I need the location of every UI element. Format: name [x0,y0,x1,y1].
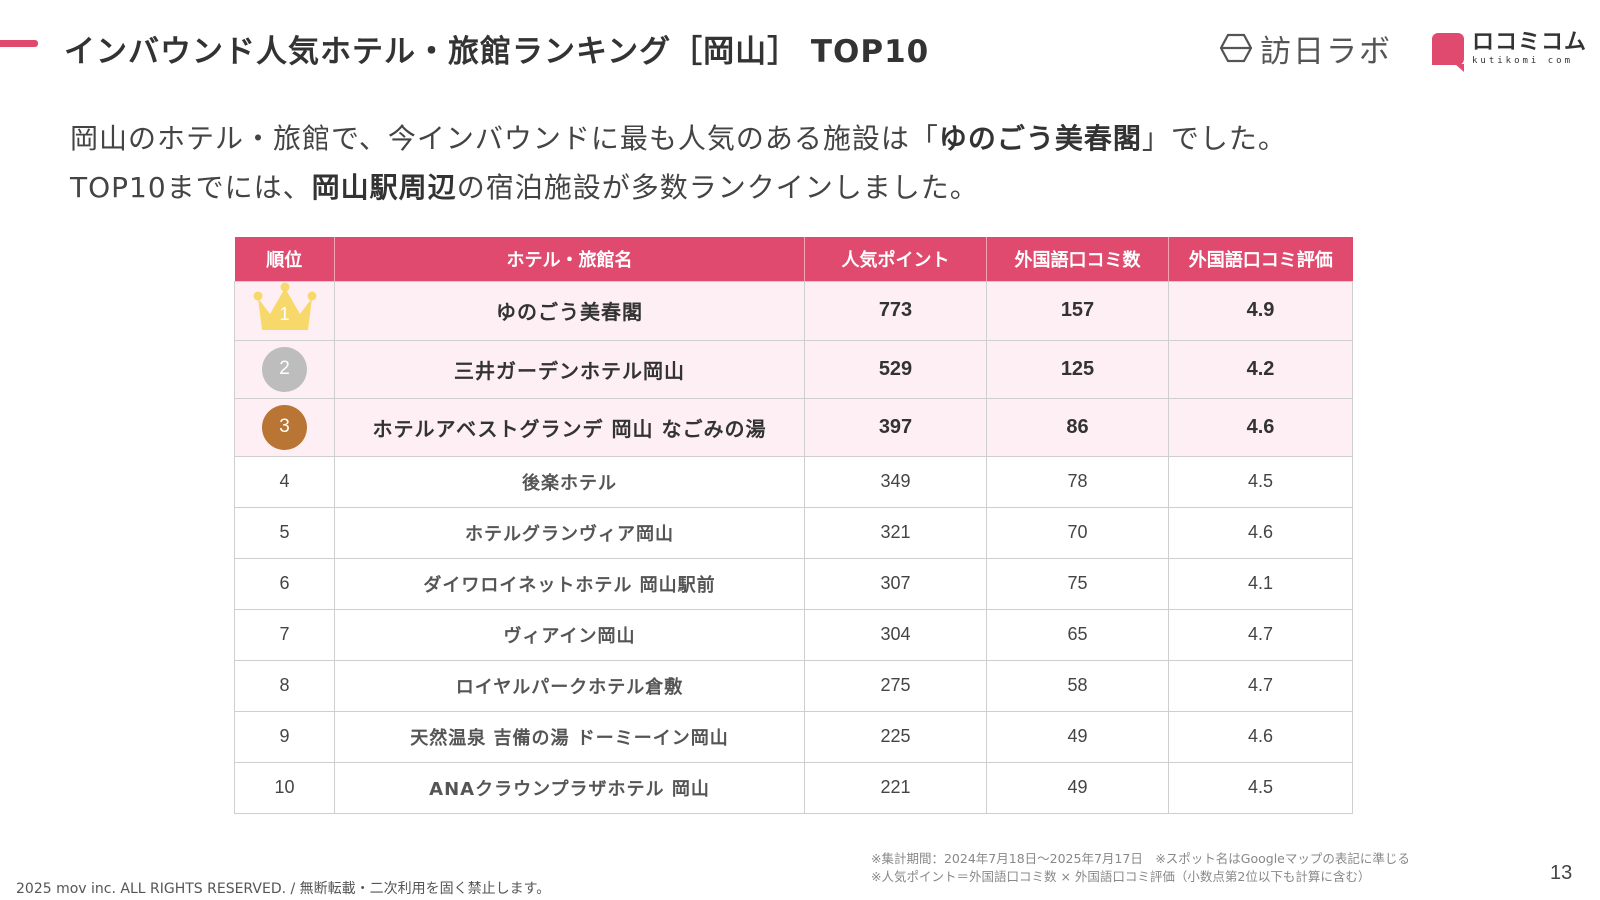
kutikomi-text: ロコミコム [1472,30,1588,55]
hexagon-icon [1220,33,1252,63]
header-review-rating: 外国語口コミ評価 [1168,237,1353,281]
table-row: 2 三井ガーデンホテル岡山 529 125 4.2 [234,339,1353,399]
table-row: 6 ダイワロイネットホテル 岡山駅前 307 75 4.1 [234,557,1353,610]
hotel-name: ANAクラウンプラザホテル 岡山 [334,761,805,814]
header-name: ホテル・旅館名 [334,237,805,281]
points-cell: 221 [804,761,987,814]
header-points: 人気ポイント [804,237,987,281]
copyright: 2025 mov inc. ALL RIGHTS RESERVED. / 無断転… [16,881,551,897]
rank-cell: 2 [234,339,335,399]
table-row: 9 天然温泉 吉備の湯 ドーミーイン岡山 225 49 4.6 [234,710,1353,763]
rank-cell: 9 [234,710,335,763]
points-cell: 307 [804,557,987,610]
rating-cell: 4.6 [1168,710,1353,763]
footnote-formula: ※人気ポイント＝外国語口コミ数 × 外国語口コミ評価（小数点第2位以下も計算に含… [871,869,1371,884]
hotel-name: ロイヤルパークホテル倉敷 [334,659,805,712]
table-header-row: 順位 ホテル・旅館名 人気ポイント 外国語口コミ数 外国語口コミ評価 [234,237,1353,281]
header-rank: 順位 [234,237,335,281]
points-cell: 397 [804,397,987,457]
points-cell: 321 [804,506,987,559]
hotel-name: ホテルアベストグランデ 岡山 なごみの湯 [334,397,805,457]
reviews-cell: 65 [986,608,1169,661]
rating-cell: 4.1 [1168,557,1353,610]
points-cell: 349 [804,455,987,508]
points-cell: 275 [804,659,987,712]
houjin-labo-logo: 訪日ラボ [1220,28,1392,70]
kutikomi-subtext: kutikomi com [1472,56,1574,66]
rank-cell: 5 [234,506,335,559]
points-cell: 225 [804,710,987,763]
reviews-cell: 78 [986,455,1169,508]
table-row: 10 ANAクラウンプラザホテル 岡山 221 49 4.5 [234,761,1353,814]
lead-line-2: TOP10までには、岡山駅周辺の宿泊施設が多数ランクインしました。 [70,171,979,204]
rating-cell: 4.2 [1168,339,1353,399]
rank-cell: 7 [234,608,335,661]
lead-line-1: 岡山のホテル・旅館で、今インバウンドに最も人気のある施設は「ゆのごう美春閣」でし… [70,122,1287,155]
table-row: 1 ゆのごう美春閣 773 157 4.9 [234,280,1353,341]
rating-cell: 4.5 [1168,761,1353,814]
houjin-labo-text: 訪日ラボ [1260,33,1392,70]
reviews-cell: 49 [986,761,1169,814]
rank-cell: 1 [234,280,335,341]
hotel-name: 天然温泉 吉備の湯 ドーミーイン岡山 [334,710,805,763]
rating-cell: 4.5 [1168,455,1353,508]
reviews-cell: 49 [986,710,1169,763]
reviews-cell: 157 [986,280,1169,341]
footnotes: ※集計期間：2024年7月18日〜2025年7月17日 ※スポット名はGoogl… [871,850,1410,886]
page-number: 13 [1550,862,1573,884]
table-row: 4 後楽ホテル 349 78 4.5 [234,455,1353,508]
hotel-name: ホテルグランヴィア岡山 [334,506,805,559]
hotel-name: 三井ガーデンホテル岡山 [334,339,805,399]
reviews-cell: 70 [986,506,1169,559]
rating-cell: 4.7 [1168,608,1353,661]
lead-highlight-area: 岡山駅周辺 [311,171,457,204]
rating-cell: 4.6 [1168,397,1353,457]
hotel-name: 後楽ホテル [334,455,805,508]
hotel-name: ゆのごう美春閣 [334,280,805,341]
table-row: 8 ロイヤルパークホテル倉敷 275 58 4.7 [234,659,1353,712]
reviews-cell: 86 [986,397,1169,457]
kutikomi-logo: ロコミコム kutikomi com [1432,28,1588,72]
header-review-count: 外国語口コミ数 [986,237,1169,281]
reviews-cell: 58 [986,659,1169,712]
table-row: 7 ヴィアイン岡山 304 65 4.7 [234,608,1353,661]
speech-bubble-icon [1432,33,1464,72]
bronze-medal-icon: 3 [262,404,307,450]
reviews-cell: 75 [986,557,1169,610]
table-row: 3 ホテルアベストグランデ 岡山 なごみの湯 397 86 4.6 [234,397,1353,457]
rating-cell: 4.7 [1168,659,1353,712]
lead-highlight-hotel: ゆのごう美春閣 [938,122,1142,155]
rank-cell: 4 [234,455,335,508]
rank-cell: 6 [234,557,335,610]
footnote-period: ※集計期間：2024年7月18日〜2025年7月17日 ※スポット名はGoogl… [871,851,1410,866]
accent-bar [0,40,38,47]
rank-number: 1 [279,303,290,324]
hotel-name: ヴィアイン岡山 [334,608,805,661]
rating-cell: 4.6 [1168,506,1353,559]
points-cell: 304 [804,608,987,661]
reviews-cell: 125 [986,339,1169,399]
crown-icon: 1 [252,282,318,334]
silver-medal-icon: 2 [262,346,307,392]
rank-cell: 10 [234,761,335,814]
table-row: 5 ホテルグランヴィア岡山 321 70 4.6 [234,506,1353,559]
rank-cell: 8 [234,659,335,712]
rating-cell: 4.9 [1168,280,1353,341]
lead-text: 岡山のホテル・旅館で、今インバウンドに最も人気のある施設は「ゆのごう美春閣」でし… [70,114,1287,212]
hotel-name: ダイワロイネットホテル 岡山駅前 [334,557,805,610]
points-cell: 529 [804,339,987,399]
page-title: インバウンド人気ホテル・旅館ランキング［岡山］ TOP10 [64,34,930,70]
ranking-table: 順位 ホテル・旅館名 人気ポイント 外国語口コミ数 外国語口コミ評価 1 ゆ [234,237,1353,814]
rank-cell: 3 [234,397,335,457]
points-cell: 773 [804,280,987,341]
